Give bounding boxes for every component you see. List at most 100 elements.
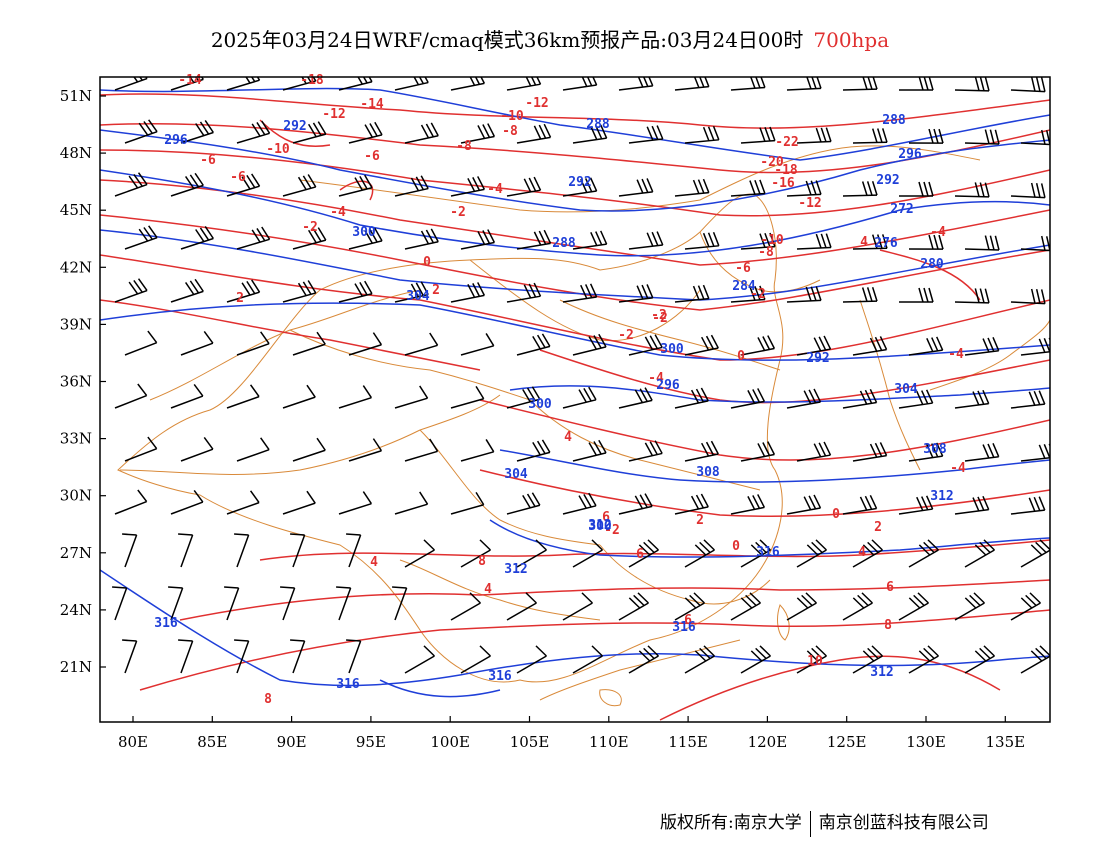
temp-contour [259,119,331,147]
temperature-label: -2 [618,328,634,343]
wind-barbs [112,77,1050,674]
wind-barb [964,645,995,674]
qinghai-boundary [289,329,531,401]
temperature-label: 0 [732,539,740,554]
wind-barb [684,231,720,250]
wind-barb [234,533,250,568]
wind-barb [226,279,261,303]
wind-barb [730,285,766,303]
lat-tick-label: 39N [60,315,92,333]
temp-contour [879,249,981,301]
temp-contour [100,93,1050,129]
wind-barb [516,123,552,144]
wind-barb [124,119,158,144]
wind-barb [618,592,649,621]
wind-barb [684,334,719,356]
wind-barb [618,387,653,409]
tibet-boundary [119,394,501,475]
height-label: 304 [894,382,918,397]
height-label: 276 [874,236,898,251]
wind-barb [404,539,435,568]
wind-barb [730,179,766,197]
wind-barb [348,332,383,356]
wind-barb [572,645,603,674]
height-label: 308 [696,465,720,480]
temperature-label: -4 [330,205,346,220]
wind-barb [628,645,659,674]
temperature-label: -22 [775,135,798,150]
wind-barb [562,492,597,515]
temperature-label: 4 [858,545,866,560]
map-title: 2025年03月24日WRF/cmaq模式36km预报产品:03月24日00时 7… [0,24,1100,53]
temperature-label: -16 [771,176,795,191]
height-label: 284 [732,279,756,294]
height-label: 316 [756,545,780,560]
temperature-label: 0 [832,507,840,522]
wind-barb [954,182,990,198]
height-label: 272 [890,202,913,217]
temperature-label: -18 [300,73,324,88]
wind-barb [572,333,607,356]
wind-barb [1020,539,1050,568]
pressure-level: 700hpa [813,28,890,52]
wind-barb [562,177,598,197]
height-label: 280 [920,257,944,272]
temperature-label: -6 [200,153,216,168]
lon-tick-label: 125E [827,733,867,751]
wind-barb [114,278,148,303]
temperature-label: 4 [370,555,378,570]
wind-barb [1010,182,1046,199]
height-label: 304 [406,289,430,304]
wind-barb [170,172,204,197]
wind-barb [280,586,296,621]
wind-barb [224,586,240,621]
wind-barb [852,442,888,462]
height-label: 312 [930,489,953,504]
temperature-label: 0 [737,349,745,364]
temperature-label: -10 [266,142,290,157]
wind-barb [684,125,720,144]
wind-barb [338,280,373,303]
wind-barb [516,439,551,462]
wind-barb [740,232,776,250]
wind-barb [516,645,547,674]
height-label: 292 [876,173,899,188]
height-label: 312 [588,518,611,533]
lon-tick-label: 115E [668,733,708,751]
height-label: 288 [882,113,906,128]
wind-barb [338,77,373,91]
temperature-label: -8 [758,245,774,260]
wind-barb [236,331,270,356]
wind-barb [730,592,761,621]
wind-barb [1010,77,1046,93]
wind-barb [394,281,429,303]
height-label: 304 [504,467,528,482]
wind-barb [506,592,537,621]
temperature-contours [100,93,1050,721]
wind-barb [842,495,878,515]
temperature-label: -20 [760,155,784,170]
wind-barb [562,386,597,409]
wind-barb [898,389,934,409]
wind-barb [796,233,832,250]
wind-barb [796,335,832,356]
height-label: 296 [164,133,188,148]
height-label: 316 [154,616,178,631]
wind-barb [572,439,607,462]
lon-tick-label: 130E [906,733,946,751]
lon-tick-label: 90E [277,733,307,751]
wind-barb [450,77,486,91]
wind-barb [674,493,709,515]
wind-barb [1020,443,1050,462]
wind-barb [684,645,715,674]
temperature-label: -4 [487,182,503,197]
wind-barb [236,437,270,462]
temperature-label: -10 [500,109,524,124]
wind-barb [282,280,317,303]
temp-contour [179,579,1050,621]
wind-barb [114,383,148,409]
inner-mongolia-boundary [469,259,701,342]
temp-contour [100,179,1050,266]
wind-barb [628,334,663,356]
wind-barb [954,495,990,515]
